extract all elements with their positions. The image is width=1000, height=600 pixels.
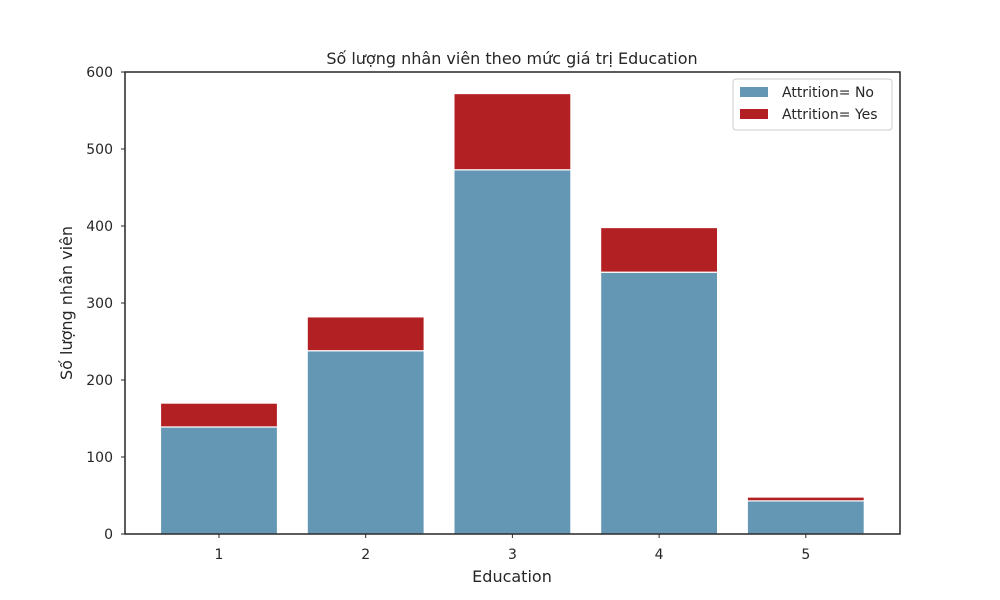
bars-group bbox=[159, 92, 865, 535]
y-tick-label: 0 bbox=[104, 527, 113, 543]
bar-no-3 bbox=[453, 169, 572, 535]
legend-label: Attrition= Yes bbox=[782, 107, 878, 123]
y-tick-label: 500 bbox=[86, 142, 113, 158]
bar-no-5 bbox=[746, 500, 865, 535]
x-axis-ticks: 1 2 3 4 5 bbox=[215, 534, 810, 563]
x-axis-label: Education bbox=[472, 567, 552, 586]
bar-yes-1 bbox=[159, 402, 279, 428]
legend-box bbox=[732, 78, 893, 131]
chart-title: Số lượng nhân viên theo mức giá trị Educ… bbox=[326, 49, 697, 68]
x-tick-label: 5 bbox=[801, 547, 810, 563]
bar-no-2 bbox=[306, 350, 425, 535]
legend: Attrition= No Attrition= Yes bbox=[732, 78, 893, 131]
legend-swatch bbox=[740, 109, 768, 119]
bar-no-4 bbox=[599, 271, 719, 535]
bar-yes-5 bbox=[746, 496, 865, 502]
x-tick-label: 4 bbox=[655, 547, 664, 563]
y-axis-label: Số lượng nhân viên bbox=[57, 226, 76, 380]
x-tick-label: 3 bbox=[508, 547, 517, 563]
y-tick-label: 200 bbox=[86, 373, 113, 389]
bar-yes-3 bbox=[453, 92, 572, 171]
legend-label: Attrition= No bbox=[782, 85, 874, 101]
x-tick-label: 2 bbox=[361, 547, 370, 563]
x-tick-label: 1 bbox=[215, 547, 224, 563]
y-tick-label: 100 bbox=[86, 450, 113, 466]
y-tick-label: 300 bbox=[86, 296, 113, 312]
y-tick-label: 400 bbox=[86, 219, 113, 235]
bar-no-1 bbox=[159, 426, 279, 535]
y-tick-label: 600 bbox=[86, 65, 113, 81]
y-axis-ticks: 0 100 200 300 400 500 600 bbox=[86, 65, 125, 543]
bar-yes-2 bbox=[306, 316, 425, 352]
bar-yes-4 bbox=[599, 226, 719, 273]
legend-swatch bbox=[740, 87, 768, 97]
